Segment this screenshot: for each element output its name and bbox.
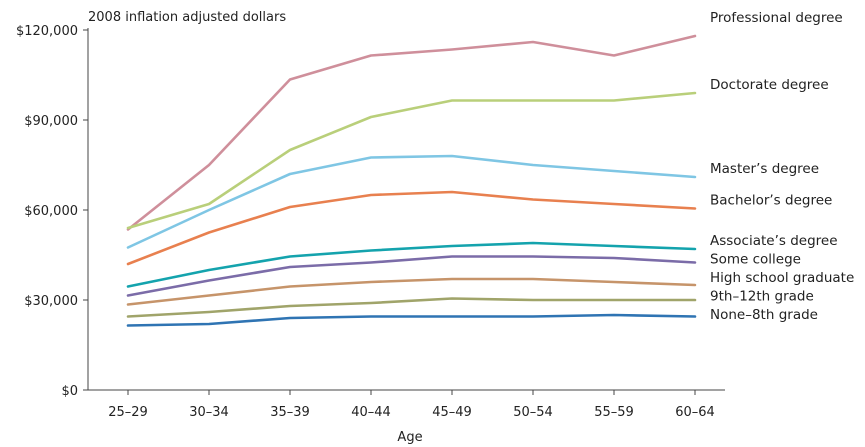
x-tick-label: 40–44	[351, 405, 391, 420]
series-line-high-school-graduate	[126, 277, 697, 306]
legend: Professional degree Doctorate degree Maste…	[710, 10, 854, 323]
series-line-professional-degree	[126, 34, 697, 231]
x-tick-label: 60–64	[675, 405, 715, 420]
legend-label-bachelor-s-degree: Bachelor’s degree	[710, 193, 832, 209]
series-line-9th-12th-grade	[126, 297, 697, 318]
series-line-master-s-degree	[126, 154, 697, 249]
series-line-none-8th-grade	[126, 313, 697, 327]
axes: $0 $30,000 $60,000 $90,000 $120,000 25–29 30–3…	[16, 24, 725, 420]
series-line-associate-s-degree	[126, 241, 697, 288]
x-tick-label: 30–34	[189, 405, 229, 420]
y-tick-label: $0	[61, 384, 78, 399]
y-tick-label: $120,000	[16, 24, 78, 39]
legend-label-master-s-degree: Master’s degree	[710, 161, 819, 177]
series-group	[126, 34, 697, 327]
x-tick-label: 50–54	[513, 405, 553, 420]
series-line-some-college	[126, 255, 697, 297]
legend-label-doctorate-degree: Doctorate degree	[710, 77, 829, 93]
series-line-bachelor-s-degree	[126, 190, 697, 266]
y-tick-label: $30,000	[24, 294, 78, 309]
legend-label-high-school-graduate: High school graduate	[710, 270, 854, 286]
legend-label-professional-degree: Professional degree	[710, 10, 843, 26]
series-line-doctorate-degree	[126, 91, 697, 230]
legend-label-some-college: Some college	[710, 252, 801, 268]
legend-label-none-8th-grade: None–8th grade	[710, 307, 818, 323]
legend-label-associate-s-degree: Associate’s degree	[710, 233, 838, 249]
x-tick-label: 35–39	[270, 405, 310, 420]
legend-label-9th-12th-grade: 9th–12th grade	[710, 289, 814, 305]
y-tick-label: $90,000	[24, 114, 78, 129]
x-tick-label: 45–49	[432, 405, 472, 420]
x-axis-title: Age	[397, 430, 422, 445]
x-tick-label: 25–29	[108, 405, 148, 420]
y-tick-label: $60,000	[24, 204, 78, 219]
y-axis-title: 2008 inflation adjusted dollars	[88, 10, 286, 25]
x-tick-label: 55–59	[594, 405, 634, 420]
